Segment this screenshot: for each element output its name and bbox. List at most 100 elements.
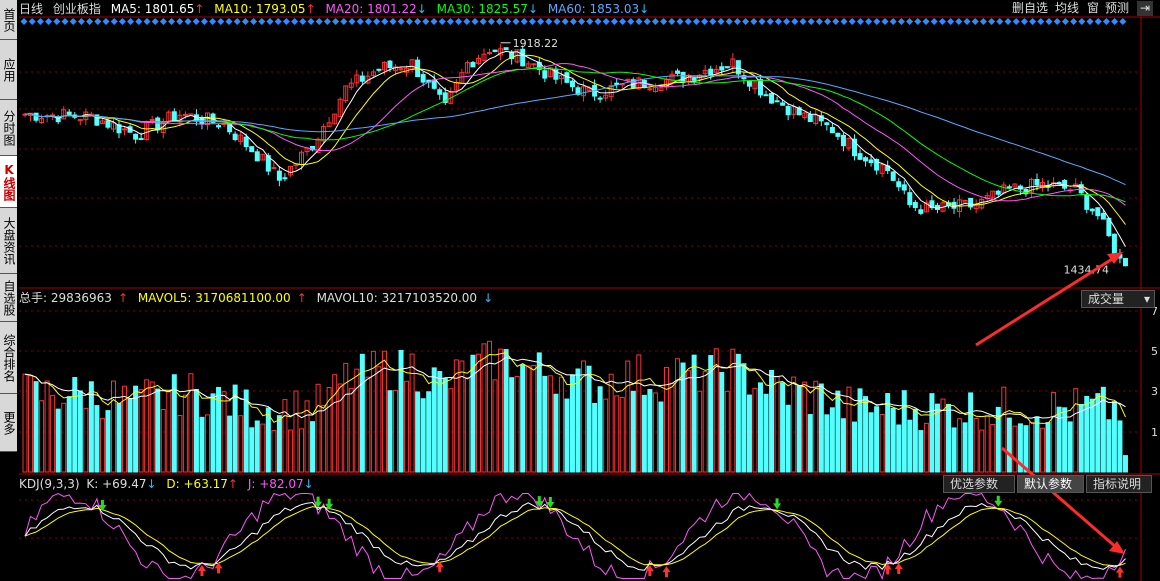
event-marker	[651, 18, 659, 25]
toolbar-button-2[interactable]: 窗	[1087, 1, 1100, 15]
sidebar-tab-1[interactable]: 应用	[0, 40, 17, 100]
buy-signal-icon	[662, 566, 671, 578]
toolbar-button-0[interactable]: 删自选	[1012, 1, 1049, 15]
volume-bar	[282, 399, 288, 473]
sell-signal-icon	[994, 495, 1003, 507]
event-marker	[258, 18, 266, 25]
candle-body	[746, 80, 752, 87]
volume-bar	[730, 348, 736, 473]
candle-body	[614, 82, 620, 85]
indicator-dropdown-label: 成交量	[1088, 292, 1125, 306]
candle-body	[542, 70, 548, 79]
toolbar-button-3[interactable]: 预测	[1105, 1, 1130, 15]
volume-bar	[1040, 427, 1046, 473]
volume-bar	[287, 429, 293, 473]
volume-bar	[652, 392, 658, 473]
sidebar-tab-5[interactable]: 自选股	[0, 274, 17, 322]
sidebar: 首页 应用 分时图 K线图 大盘资讯 自选股 综合排名 更多	[0, 0, 18, 581]
candle-body	[912, 202, 918, 209]
exit-icon[interactable]: ⇥	[1137, 1, 1154, 16]
candle-body	[282, 177, 288, 180]
volume-bar	[896, 424, 902, 473]
event-marker	[545, 18, 553, 25]
volume-bar	[50, 394, 56, 473]
volume-bar	[415, 391, 421, 473]
sell-signal-icon	[546, 497, 555, 509]
sidebar-tab-7[interactable]: 更多	[0, 394, 17, 452]
toolbar-button-1[interactable]: 均线	[1055, 1, 1080, 15]
sidebar-tab-2[interactable]: 分时图	[0, 100, 17, 156]
candle-body	[520, 48, 526, 67]
volume-bar	[697, 390, 703, 473]
candle-body	[890, 171, 896, 181]
event-marker	[250, 18, 258, 25]
event-marker	[1078, 18, 1086, 25]
volume-bar	[171, 374, 177, 473]
kdj-button-1[interactable]: 默认参数	[1017, 475, 1084, 493]
event-marker	[389, 18, 397, 25]
candle-body	[581, 86, 587, 97]
candle-body	[691, 77, 697, 81]
kdj-button-2[interactable]: 指标说明	[1086, 475, 1152, 493]
candle-body	[238, 134, 244, 142]
sidebar-tab-6[interactable]: 综合排名	[0, 322, 17, 394]
ma30-line	[24, 67, 1126, 203]
candle-body	[652, 86, 658, 93]
candle-body	[896, 181, 902, 188]
event-marker	[315, 18, 323, 25]
candle-body	[907, 192, 913, 206]
ma-legend-item-3: MA30: 1825.57	[436, 2, 528, 16]
event-marker	[471, 18, 479, 25]
volume-bar	[28, 375, 34, 473]
volume-bar	[448, 388, 454, 473]
candle-body	[868, 159, 874, 164]
candle-body	[669, 73, 675, 83]
candle-body	[464, 62, 470, 74]
sidebar-tab-4[interactable]: 大盘资讯	[0, 208, 17, 274]
candle-body	[730, 58, 736, 68]
candle-body	[33, 112, 39, 121]
candle-body	[918, 209, 924, 214]
volume-bar	[1062, 407, 1068, 473]
volume-bar	[116, 403, 122, 473]
volume-bar	[376, 366, 382, 473]
volume-bar	[686, 370, 692, 473]
event-marker	[528, 18, 536, 25]
indicator-dropdown[interactable]: 成交量 ▾	[1081, 290, 1155, 308]
volume-bar	[564, 398, 570, 473]
candle-body	[1006, 186, 1012, 189]
candle-body	[525, 63, 531, 69]
volume-bar	[304, 400, 310, 473]
volume-bar	[66, 396, 72, 473]
volume-bar	[227, 415, 233, 473]
volume-bar	[332, 374, 338, 473]
volume-bar	[934, 403, 940, 473]
event-marker	[422, 18, 430, 25]
candle-body	[481, 53, 487, 61]
candle-body	[1028, 178, 1034, 193]
volume-bar	[785, 404, 791, 473]
event-marker	[922, 18, 930, 25]
period-label[interactable]: 日线	[19, 2, 44, 16]
volume-bar	[1089, 398, 1095, 473]
event-marker	[45, 18, 53, 25]
candle-body	[658, 87, 664, 92]
sidebar-tab-3[interactable]: K线图	[0, 156, 17, 208]
sidebar-tab-0[interactable]: 首页	[0, 0, 17, 40]
volume-bar	[61, 402, 67, 473]
volume-bar	[669, 382, 675, 473]
event-marker	[274, 18, 282, 25]
candle-body	[216, 125, 222, 128]
candle-body	[724, 66, 730, 69]
volume-bar	[757, 382, 763, 473]
event-marker	[553, 18, 561, 25]
volume-bar	[829, 407, 835, 473]
volume-bar	[44, 380, 50, 473]
volume-bar	[105, 410, 111, 473]
volume-bar	[1006, 417, 1012, 473]
volume-bar	[475, 353, 481, 473]
volume-bar	[127, 398, 133, 473]
kdj-button-0[interactable]: 优选参数	[943, 475, 1015, 493]
volume-bar	[592, 402, 598, 473]
event-marker	[176, 18, 184, 25]
